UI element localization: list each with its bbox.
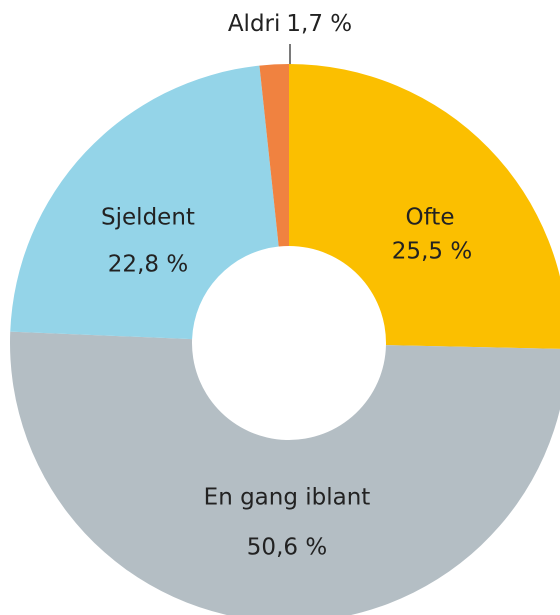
donut-slice	[10, 65, 279, 340]
slice-value: 50,6 %	[247, 535, 327, 561]
slice-label: Aldri 1,7 %	[228, 11, 352, 37]
slice-label: En gang iblant	[204, 485, 371, 511]
slice-label: Ofte	[406, 205, 455, 231]
slice-label-name: Aldri	[228, 11, 281, 37]
donut-slice	[259, 64, 289, 247]
slice-label-value: 1,7 %	[286, 11, 352, 37]
slice-value: 25,5 %	[392, 239, 472, 265]
slice-value: 22,8 %	[108, 252, 188, 278]
donut-slice	[10, 331, 560, 615]
donut-slice	[289, 64, 560, 349]
slice-label: Sjeldent	[101, 205, 195, 231]
